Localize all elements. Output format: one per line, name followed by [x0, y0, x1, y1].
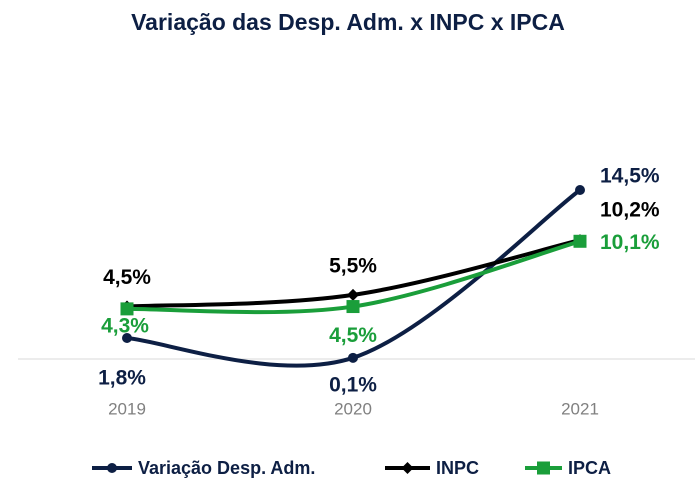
marker — [573, 234, 587, 248]
x-tick-label: 2021 — [561, 399, 599, 418]
legend-item: Variação Desp. Adm. — [92, 458, 315, 478]
marker — [348, 352, 358, 363]
data-label: 4,3% — [101, 314, 149, 337]
data-label: 10,2% — [600, 199, 660, 222]
x-tick-label: 2020 — [334, 399, 372, 418]
data-label: 0,1% — [329, 373, 377, 396]
legend-label: INPC — [436, 458, 479, 478]
data-label: 1,8% — [98, 367, 146, 390]
marker — [347, 288, 359, 301]
legend-label: Variação Desp. Adm. — [138, 458, 315, 478]
marker — [120, 302, 134, 316]
legend-item: INPC — [385, 458, 479, 478]
marker — [107, 463, 117, 473]
data-label: 4,5% — [329, 324, 377, 347]
marker — [575, 185, 585, 195]
marker — [537, 461, 550, 475]
data-label: 14,5% — [600, 165, 660, 188]
data-label: 4,5% — [103, 266, 151, 289]
data-label: 5,5% — [329, 254, 377, 277]
x-tick-label: 2019 — [108, 399, 146, 418]
marker — [122, 333, 132, 344]
legend-label: IPCA — [568, 458, 611, 478]
legend-item: IPCA — [525, 458, 611, 478]
chart-title: Variação das Desp. Adm. x INPC x IPCA — [131, 9, 565, 35]
data-label: 10,1% — [600, 231, 660, 254]
marker — [346, 300, 360, 314]
marker — [401, 462, 414, 474]
